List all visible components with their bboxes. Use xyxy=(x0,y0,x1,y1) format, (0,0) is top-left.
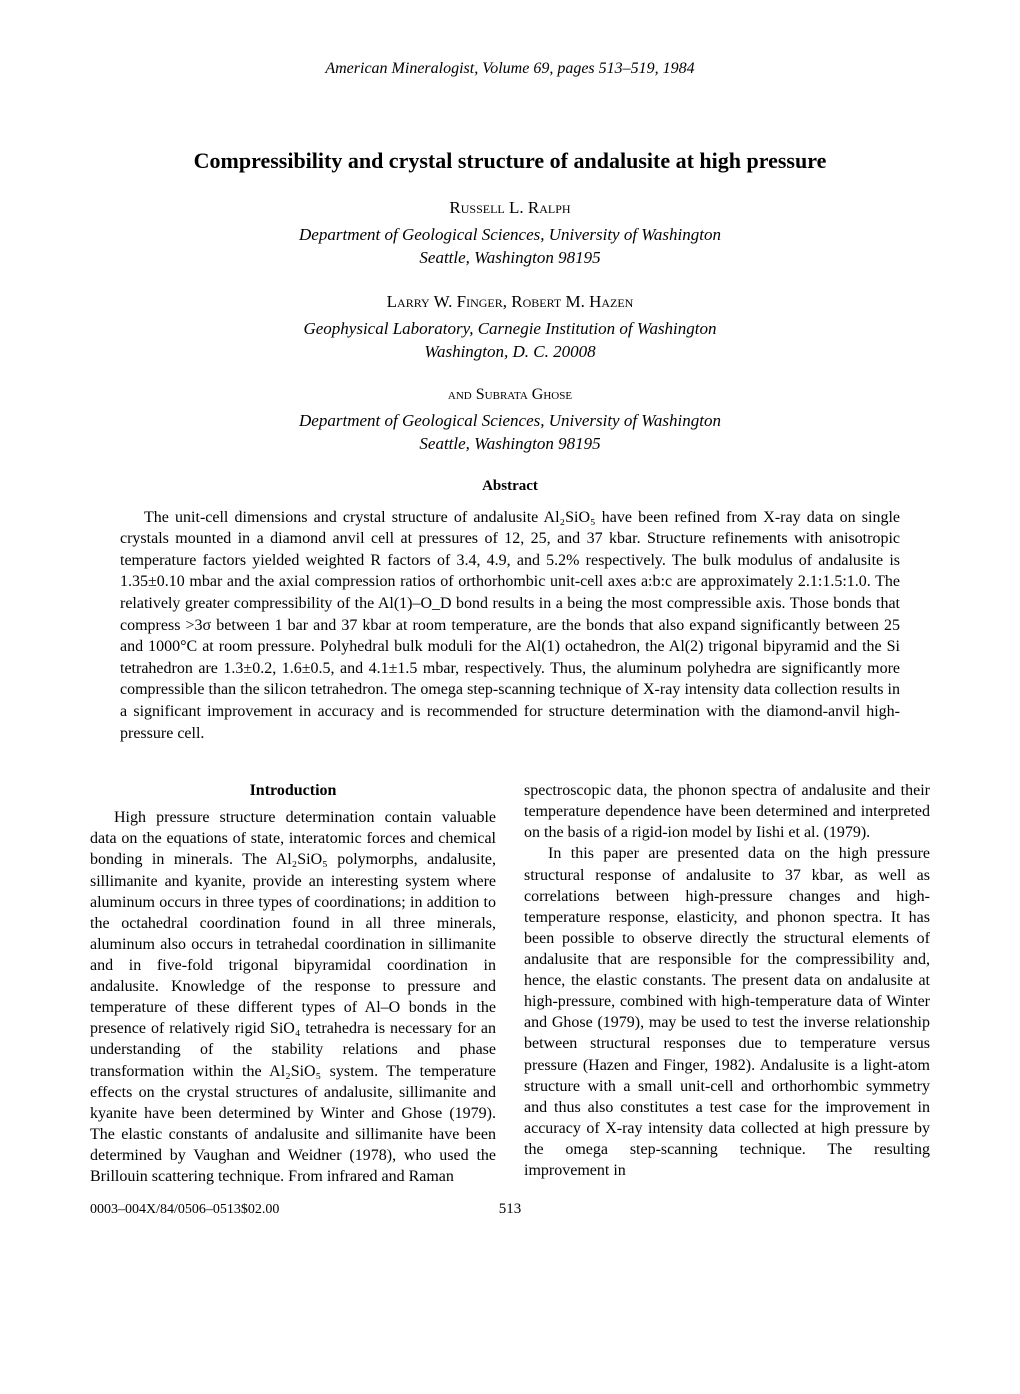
author-name-1: Russell L. Ralph xyxy=(90,198,930,218)
and-author-line: and Subrata Ghose xyxy=(90,386,930,404)
author-name-2: Larry W. Finger, Robert M. Hazen xyxy=(90,292,930,312)
author-name-3: Subrata Ghose xyxy=(476,386,572,403)
author-affiliation-3: Department of Geological Sciences, Unive… xyxy=(90,410,930,456)
affiliation-line: Department of Geological Sciences, Unive… xyxy=(299,225,721,244)
article-title: Compressibility and crystal structure of… xyxy=(90,148,930,174)
intro-paragraph-1: High pressure structure determination co… xyxy=(90,807,496,1187)
affiliation-line: Seattle, Washington 98195 xyxy=(419,248,600,267)
journal-header: American Mineralogist, Volume 69, pages … xyxy=(90,60,930,78)
abstract-body: The unit-cell dimensions and crystal str… xyxy=(120,507,900,745)
page: American Mineralogist, Volume 69, pages … xyxy=(0,0,1020,1258)
column-left: Introduction High pressure structure det… xyxy=(90,780,496,1187)
column-right: spectroscopic data, the phonon spectra o… xyxy=(524,780,930,1187)
footer-identifier: 0003–004X/84/0506–0513$02.00 xyxy=(90,1202,370,1218)
abstract-heading: Abstract xyxy=(90,478,930,495)
intro-paragraph-3: In this paper are presented data on the … xyxy=(524,843,930,1181)
body-columns: Introduction High pressure structure det… xyxy=(90,780,930,1187)
affiliation-line: Department of Geological Sciences, Unive… xyxy=(299,411,721,430)
page-number: 513 xyxy=(370,1201,650,1218)
author-affiliation-2: Geophysical Laboratory, Carnegie Institu… xyxy=(90,318,930,364)
author-affiliation-1: Department of Geological Sciences, Unive… xyxy=(90,224,930,270)
affiliation-line: Geophysical Laboratory, Carnegie Institu… xyxy=(303,319,716,338)
introduction-heading: Introduction xyxy=(90,780,496,801)
affiliation-line: Seattle, Washington 98195 xyxy=(419,434,600,453)
intro-paragraph-2: spectroscopic data, the phonon spectra o… xyxy=(524,780,930,843)
page-footer: 0003–004X/84/0506–0513$02.00 513 xyxy=(90,1201,930,1218)
affiliation-line: Washington, D. C. 20008 xyxy=(424,342,595,361)
and-prefix: and xyxy=(448,386,476,403)
